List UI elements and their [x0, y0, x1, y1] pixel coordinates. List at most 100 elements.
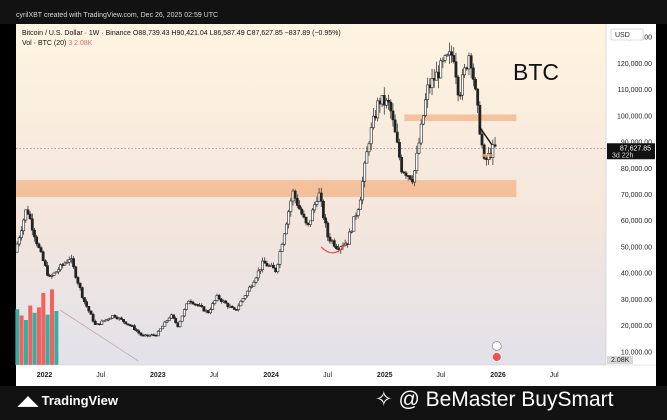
- y-tick-label: 10,000.00: [621, 349, 652, 356]
- candle-body: [222, 300, 225, 303]
- candle-body: [345, 243, 349, 245]
- candle-body: [465, 67, 469, 70]
- candle-body: [374, 115, 377, 119]
- volume-bar: [54, 311, 59, 365]
- candle-body: [293, 190, 297, 199]
- candle-body: [22, 219, 26, 232]
- candle-body: [163, 321, 167, 327]
- candle-body: [80, 287, 84, 298]
- candle-body: [484, 158, 488, 160]
- zone-rect-1: [404, 114, 517, 122]
- candle-body: [67, 259, 71, 263]
- candle-body: [39, 247, 43, 253]
- candle-body: [174, 317, 178, 323]
- volume-tag-box: [607, 356, 633, 364]
- candle-body: [102, 320, 106, 323]
- candle-body: [239, 301, 243, 307]
- candle-body: [37, 243, 41, 248]
- candle-body: [478, 104, 482, 135]
- candle-body: [124, 321, 128, 325]
- candle-body: [119, 317, 123, 320]
- volume-tag-label: 2.08K: [611, 357, 630, 364]
- candle-body: [235, 309, 238, 311]
- candle-body: [263, 260, 267, 264]
- candle-body: [330, 240, 334, 242]
- candle-body: [371, 115, 375, 128]
- candle-body: [20, 230, 23, 238]
- candle-body: [437, 71, 440, 79]
- candle-body: [369, 127, 373, 145]
- candle-body: [219, 298, 223, 302]
- candle-body: [311, 209, 314, 222]
- volume-average-line: [59, 309, 139, 362]
- diamond-logo-icon: ✧: [375, 388, 399, 411]
- curved-support-arc: [320, 241, 348, 254]
- time-axis-panel[interactable]: [16, 365, 656, 386]
- candle-body: [176, 322, 180, 328]
- candle-body: [274, 267, 278, 273]
- candle-body: [471, 67, 475, 80]
- candle-body: [135, 329, 138, 332]
- candle-body: [476, 88, 480, 106]
- candle-body: [398, 142, 401, 158]
- candle-body: [232, 307, 236, 310]
- candle-body: [91, 314, 95, 322]
- candle-body: [209, 309, 212, 314]
- candle-body: [432, 78, 436, 81]
- candle-body: [335, 246, 338, 249]
- candle-body: [313, 204, 317, 211]
- candle-body: [450, 51, 453, 56]
- event-marker-icon: [491, 341, 502, 351]
- candle-body: [395, 131, 399, 143]
- candle-body: [443, 55, 447, 61]
- price-axis-panel[interactable]: [606, 24, 656, 365]
- candle-body: [256, 270, 260, 279]
- candle-body: [391, 110, 395, 121]
- candle-body: [152, 334, 156, 337]
- y-tick-label: 60,000.00: [621, 218, 652, 225]
- candle-body: [482, 144, 486, 159]
- candle-body: [452, 55, 456, 63]
- candle-body: [298, 205, 301, 210]
- candle-body: [332, 240, 336, 247]
- candle-body: [269, 264, 273, 267]
- candle-body: [243, 295, 247, 299]
- candle-body: [424, 99, 427, 116]
- volume-bar: [19, 315, 24, 365]
- candle-body: [337, 248, 341, 250]
- x-tick-label: 2024: [263, 372, 279, 379]
- candle-body: [52, 272, 56, 276]
- candle-body: [213, 300, 217, 304]
- candle-body: [65, 261, 69, 264]
- candle-body: [193, 303, 197, 306]
- candle-body: [206, 310, 210, 314]
- candle-body: [83, 297, 86, 302]
- watermark-text: ✧ @ BeMaster BuySmart: [375, 387, 613, 412]
- legend-symbol-line: Bitcoin / U.S. Dollar · 1W · Binance O88…: [22, 30, 341, 37]
- candle-body: [148, 335, 152, 337]
- candle-body: [211, 303, 215, 310]
- x-tick-label: Jul: [323, 372, 332, 379]
- candle-body: [250, 285, 254, 288]
- candle-body: [308, 220, 312, 225]
- candle-body: [96, 323, 99, 325]
- candle-body: [315, 201, 319, 205]
- candle-body: [474, 79, 477, 90]
- x-tick-label: 2026: [490, 372, 506, 379]
- candle-body: [430, 78, 434, 89]
- candle-body: [259, 269, 262, 272]
- candle-body: [261, 260, 264, 270]
- candle-body: [428, 84, 432, 89]
- candle-body: [109, 317, 112, 320]
- candle-body: [72, 258, 75, 268]
- candle-body: [365, 151, 369, 164]
- candle-body: [76, 277, 80, 284]
- small-zone-marker: [481, 153, 494, 157]
- zone-rect-0: [16, 180, 517, 198]
- last-price-tag: [607, 143, 655, 160]
- candle-body: [265, 262, 269, 267]
- candle-body: [328, 236, 332, 242]
- candle-body: [180, 315, 184, 322]
- candle-body: [445, 54, 449, 57]
